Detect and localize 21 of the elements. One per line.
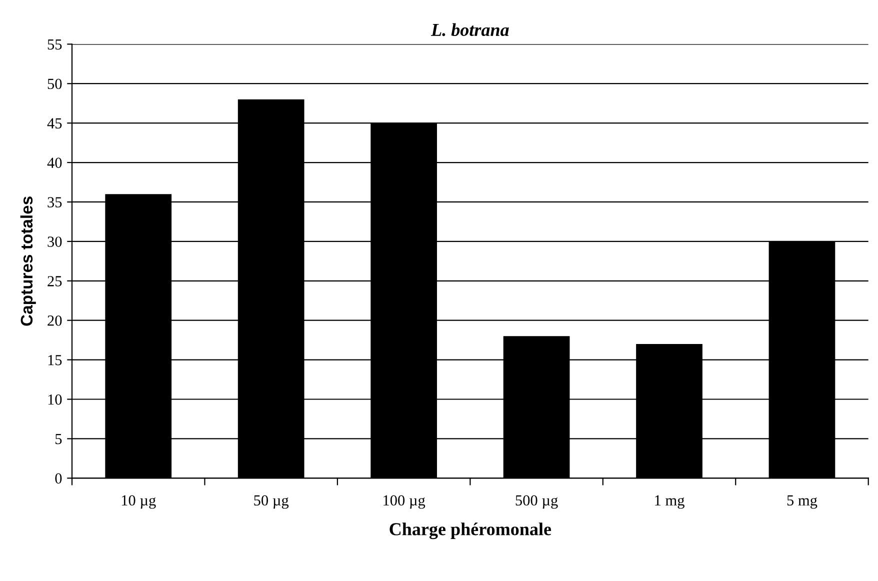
y-tick-label: 50 xyxy=(48,78,62,90)
y-tick-label: 45 xyxy=(47,118,62,129)
y-tick-label: 55 xyxy=(48,39,62,50)
x-tick-label: 50 µg xyxy=(254,495,289,509)
y-tick-label: 35 xyxy=(48,197,62,208)
y-tick-label: 15 xyxy=(48,355,62,366)
x-tick-label: 100 µg xyxy=(384,495,426,509)
y-tick-label: 20 xyxy=(48,315,62,326)
chart-title: L. botrana xyxy=(430,23,509,36)
x-tick-label: 5 mg xyxy=(787,495,818,509)
y-axis-title: Captures totales xyxy=(20,196,36,326)
y-tick-label: 10 xyxy=(48,394,62,405)
y-tick-label: 0 xyxy=(55,473,62,484)
y-tick-label: 5 xyxy=(56,434,62,444)
x-tick-label: 10 µg xyxy=(122,495,156,509)
y-tick-label: 30 xyxy=(48,236,62,247)
y-tick-label: 40 xyxy=(47,158,62,168)
y-tick-label: 25 xyxy=(48,276,62,286)
x-tick-label: 1 mg xyxy=(655,495,684,509)
x-tick-label: 500 µg xyxy=(516,495,558,509)
x-axis-title: Charge phéromonale xyxy=(390,522,552,540)
